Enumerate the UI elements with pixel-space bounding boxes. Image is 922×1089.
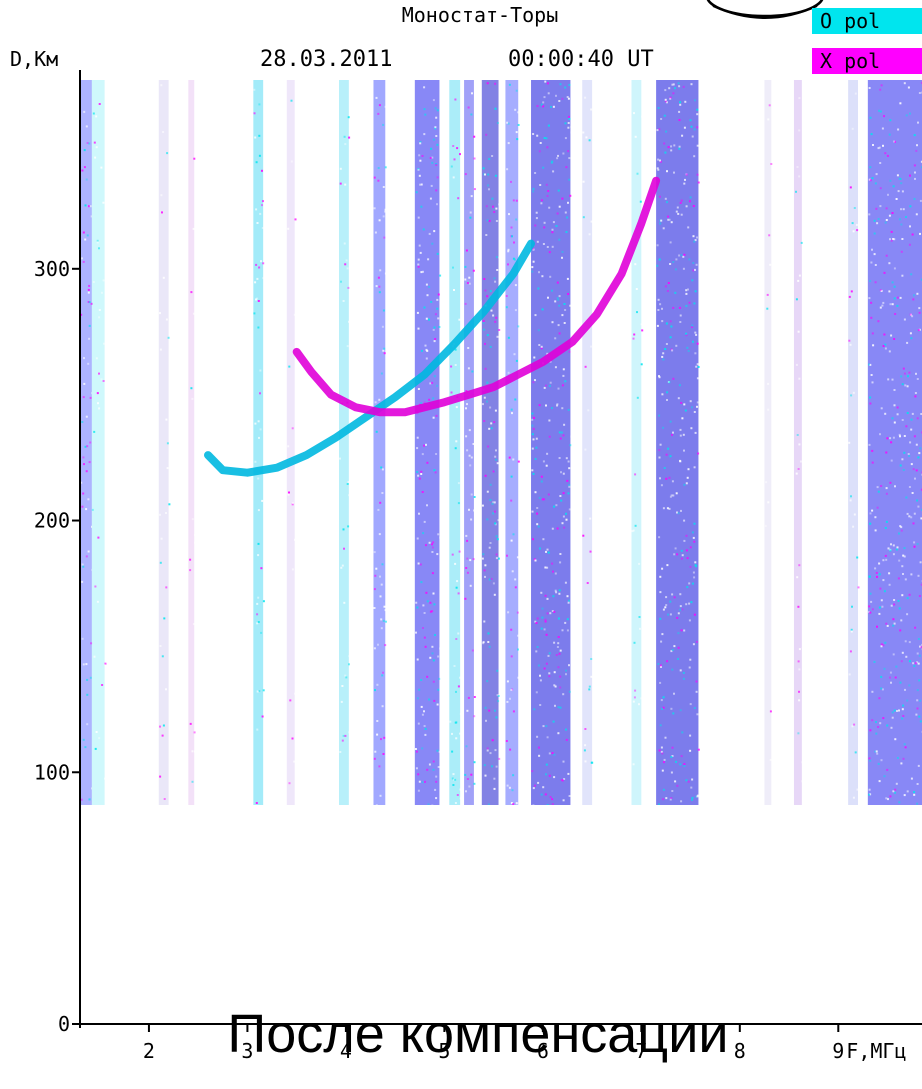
noise-band (656, 80, 700, 805)
x-tick-label: 6 (537, 1039, 549, 1063)
noise-band (80, 80, 94, 805)
noise-band (339, 80, 351, 805)
legend-o-pol-swatch (812, 8, 922, 34)
x-tick-label: 9 (832, 1039, 844, 1063)
x-tick-label: 2 (143, 1039, 155, 1063)
noise-band (253, 80, 265, 805)
noise-band (464, 80, 476, 805)
echo-traces (204, 176, 661, 477)
noise-band (158, 80, 171, 805)
noise-band (505, 80, 520, 805)
x-tick-label: 3 (241, 1039, 253, 1063)
legend-o-pol-label: O pol (820, 9, 880, 33)
institute-logo (706, 0, 824, 19)
noise-band (848, 80, 860, 805)
y-tick-label: 200 (34, 509, 70, 533)
y-axis-label: D,Км (10, 47, 58, 71)
axes: 0 100 200 300 2 3 4 5 6 7 8 9 F,МГц (34, 70, 922, 1063)
noise-band (867, 80, 922, 805)
noise-band (764, 80, 773, 805)
time-label: 00:00:40 UT (508, 47, 654, 72)
noise-band (91, 80, 107, 805)
noise-band (286, 80, 297, 805)
date-label: 28.03.2011 (260, 47, 392, 72)
x-tick-label: 4 (340, 1039, 352, 1063)
o-pol-trace (204, 239, 535, 477)
y-tick-label: 300 (34, 257, 70, 281)
x-tick-label: 7 (635, 1039, 647, 1063)
legend-x-pol-swatch (812, 48, 922, 74)
y-tick-label: 0 (58, 1012, 70, 1036)
noise-band (373, 80, 387, 805)
noise-band (793, 80, 804, 805)
legend: O pol X pol (812, 8, 922, 74)
legend-x-pol-label: X pol (820, 49, 880, 73)
noise-band (582, 80, 594, 805)
noise-band (188, 80, 197, 805)
y-tick-label: 100 (34, 760, 70, 784)
noise-band (531, 80, 573, 805)
caption: После компенсации (227, 1004, 728, 1064)
noise-bands (80, 80, 922, 805)
noise-band (414, 80, 442, 805)
chart-title: Моностат-Торы (402, 3, 559, 27)
noise-band (481, 80, 501, 805)
x-axis-label: F,МГц (846, 1039, 906, 1063)
x-tick-label: 5 (438, 1039, 450, 1063)
noise-band (449, 80, 462, 805)
x-pol-trace (292, 176, 661, 417)
noise-band (631, 80, 644, 805)
x-tick-label: 8 (734, 1039, 746, 1063)
